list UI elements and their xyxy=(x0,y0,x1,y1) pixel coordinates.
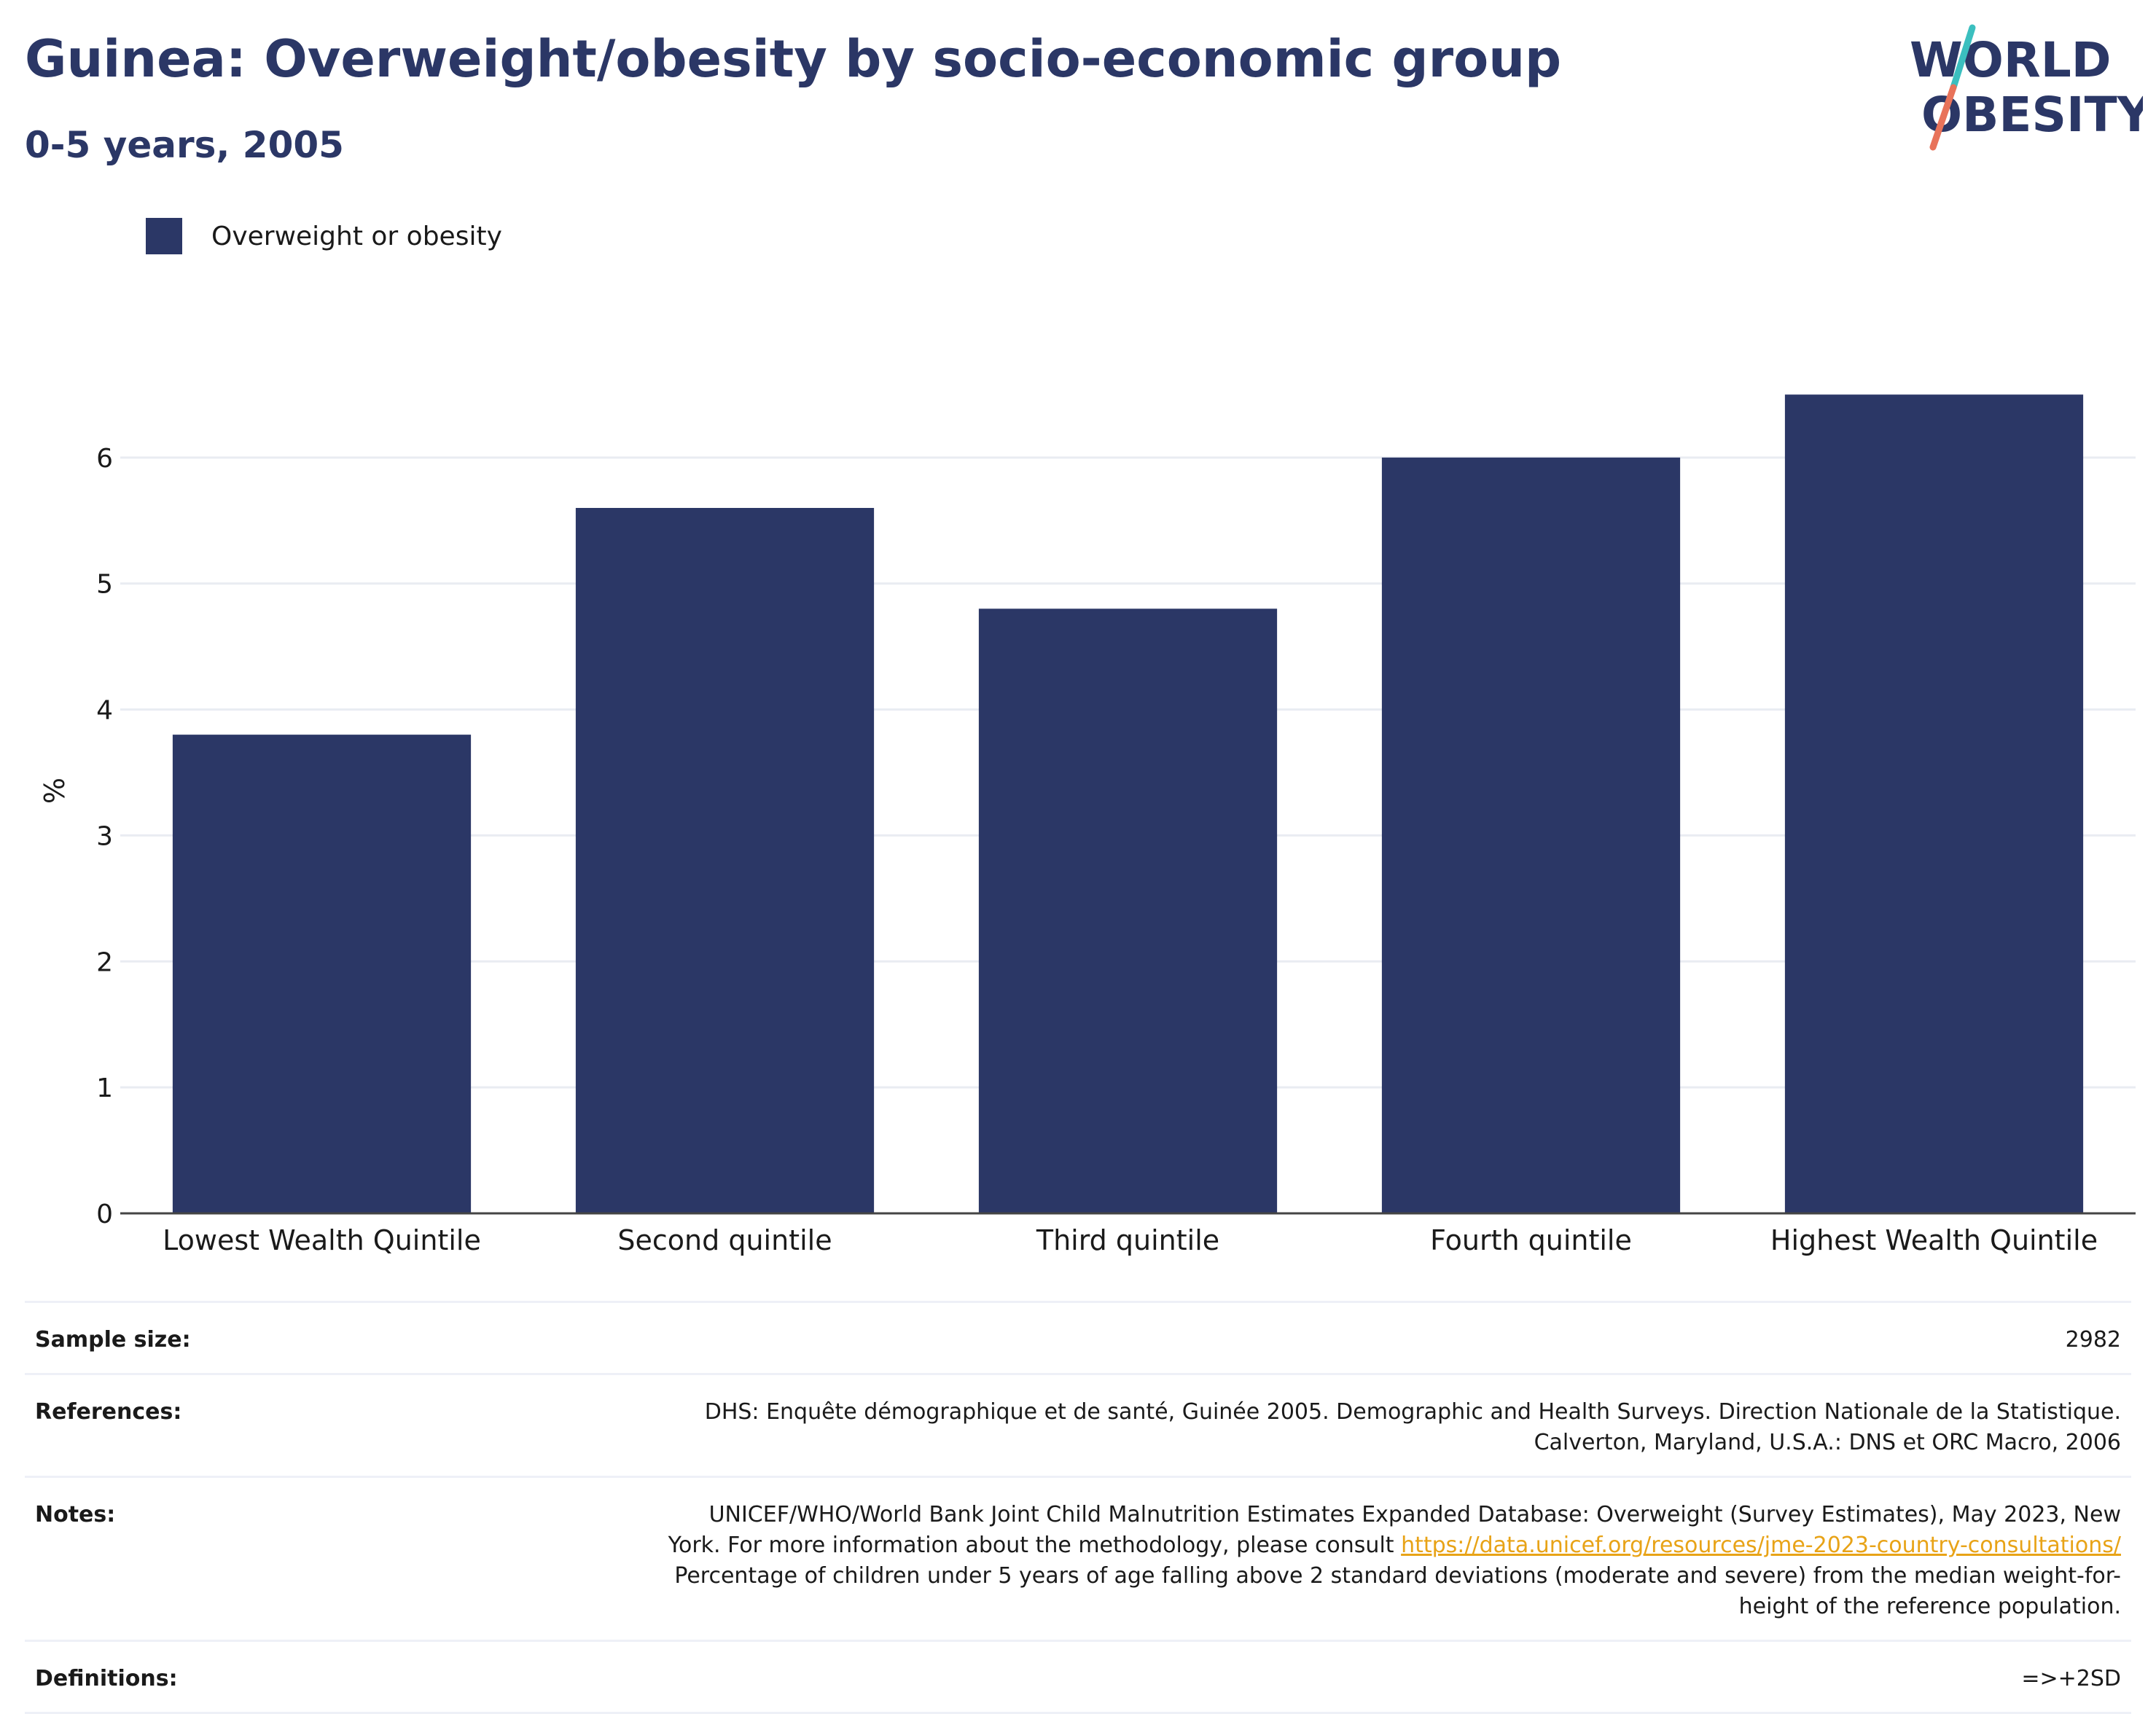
bars xyxy=(172,394,2084,1213)
definitions-value: =>+2SD xyxy=(2021,1666,2121,1691)
y-tick-label: 4 xyxy=(96,696,113,726)
logo-slash-top xyxy=(1950,24,1976,91)
sample-size-label: Sample size: xyxy=(35,1327,191,1353)
notes-line-4: height of the reference population. xyxy=(1738,1594,2121,1619)
logo-slash-bottom xyxy=(1929,84,1957,151)
x-tick-label: Third quintile xyxy=(1036,1224,1219,1256)
legend[interactable]: Overweight or obesity xyxy=(146,216,502,257)
bar xyxy=(1784,394,2084,1213)
notes-line-1: UNICEF/WHO/World Bank Joint Child Malnut… xyxy=(708,1502,2121,1527)
info-row-definitions: Definitions: =>+2SD xyxy=(25,1640,2131,1714)
y-tick-label: 2 xyxy=(96,947,113,977)
info-table: Sample size: 2982 References: DHS: Enquê… xyxy=(25,1301,2131,1714)
x-tick-label: Second quintile xyxy=(617,1224,832,1256)
y-tick-label: 0 xyxy=(96,1200,113,1229)
y-tick-label: 1 xyxy=(96,1073,113,1103)
bar xyxy=(172,735,472,1213)
definitions-label: Definitions: xyxy=(35,1666,178,1691)
bar xyxy=(978,608,1278,1213)
bar xyxy=(575,508,875,1213)
references-line-2: Calverton, Maryland, U.S.A.: DNS et ORC … xyxy=(1534,1430,2121,1455)
bar-chart: 0 1 2 3 4 5 6 Lowest Wealth Quintile Second qui… xyxy=(37,394,2136,1256)
world-obesity-logo: WORLD OBESITY xyxy=(1910,24,2143,151)
y-tick-label: 5 xyxy=(96,570,113,600)
references-line-1: DHS: Enquête démographique et de santé, … xyxy=(704,1399,2121,1425)
references-value: DHS: Enquête démographique et de santé, … xyxy=(225,1397,2121,1458)
info-row-sample-size: Sample size: 2982 xyxy=(25,1301,2131,1373)
notes-value: UNICEF/WHO/World Bank Joint Child Malnut… xyxy=(159,1500,2121,1622)
references-label: References: xyxy=(35,1399,182,1425)
x-tick-labels: Lowest Wealth Quintile Second quintile Thi… xyxy=(163,1224,2098,1256)
y-tick-label: 6 xyxy=(96,444,113,474)
x-tick-label: Fourth quintile xyxy=(1430,1224,1632,1256)
notes-line-3: Percentage of children under 5 years of … xyxy=(674,1563,2121,1589)
y-tick-labels: 0 1 2 3 4 5 6 xyxy=(96,444,113,1229)
methodology-link[interactable]: https://data.unicef.org/resources/jme-20… xyxy=(1401,1533,2121,1558)
notes-label: Notes: xyxy=(35,1502,116,1527)
info-row-notes: Notes: UNICEF/WHO/World Bank Joint Child… xyxy=(25,1476,2131,1640)
notes-line-2: York. For more information about the met… xyxy=(159,1530,2121,1561)
x-tick-label: Lowest Wealth Quintile xyxy=(163,1224,481,1256)
y-tick-label: 3 xyxy=(96,821,113,851)
bar xyxy=(1381,457,1681,1213)
chart-subtitle: 0-5 years, 2005 xyxy=(25,124,344,166)
x-tick-label: Highest Wealth Quintile xyxy=(1770,1224,2098,1256)
logo-text-obesity: OBESITY xyxy=(1921,87,2143,143)
info-row-references: References: DHS: Enquête démographique e… xyxy=(25,1373,2131,1476)
notes-line-2-text: York. For more information about the met… xyxy=(668,1533,1402,1558)
legend-label: Overweight or obesity xyxy=(211,221,502,251)
logo-text-world: WORLD xyxy=(1910,32,2112,88)
y-axis-label: % xyxy=(37,778,69,804)
chart-title: Guinea: Overweight/obesity by socio-econ… xyxy=(25,29,1562,89)
legend-swatch xyxy=(146,218,182,254)
sample-size-value: 2982 xyxy=(2065,1327,2121,1353)
